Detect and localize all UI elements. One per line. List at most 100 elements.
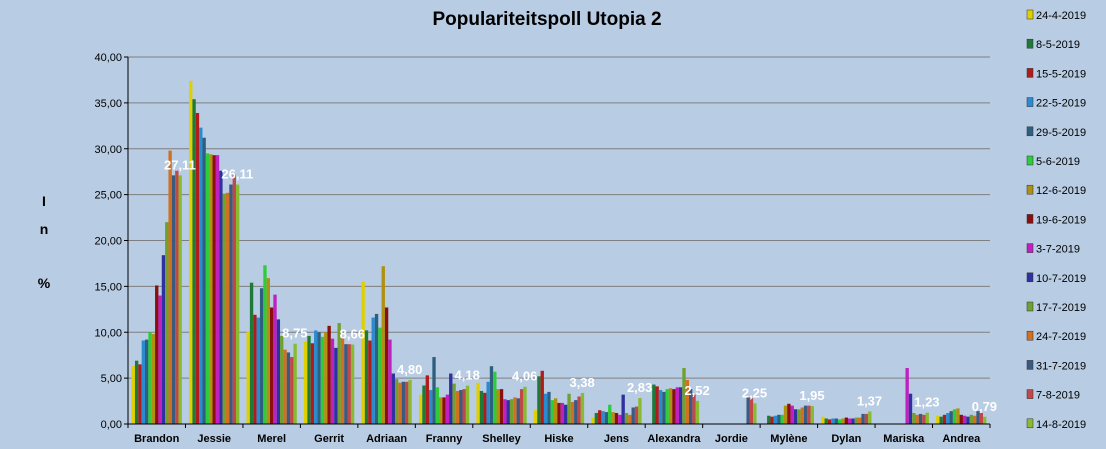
bar <box>972 415 977 424</box>
bar <box>621 394 625 424</box>
data-label: 2,52 <box>684 383 709 398</box>
bar <box>189 80 193 425</box>
bar <box>611 412 615 424</box>
bar <box>783 405 788 424</box>
bar <box>273 294 277 424</box>
x-tick-label: Mariska <box>883 433 925 445</box>
bar <box>499 389 504 424</box>
bar <box>269 307 274 424</box>
legend-label: 14-8-2019 <box>1036 419 1086 431</box>
bar <box>868 411 872 424</box>
bar <box>212 155 216 425</box>
x-tick-label: Gerrit <box>314 433 344 445</box>
bar <box>956 408 960 424</box>
bar <box>543 393 548 424</box>
legend-swatch <box>1026 214 1034 224</box>
data-label: 1,37 <box>857 393 882 408</box>
bar <box>557 402 561 424</box>
bar <box>773 415 778 424</box>
legend-swatch <box>1026 155 1034 166</box>
x-tick-label: Jens <box>604 433 629 445</box>
bar <box>314 330 318 424</box>
bar <box>350 344 355 424</box>
bar <box>340 337 345 424</box>
bar <box>219 170 223 424</box>
bar <box>259 288 264 424</box>
bar <box>155 285 159 424</box>
chart-title: Populariteitspoll Utopia 2 <box>432 9 661 30</box>
bar <box>425 375 429 424</box>
bar <box>145 339 149 424</box>
legend-swatch <box>1026 272 1034 283</box>
bar <box>787 403 791 424</box>
bar <box>658 390 663 424</box>
bar <box>689 389 693 424</box>
bar <box>215 155 220 425</box>
bar <box>449 373 453 424</box>
bar <box>253 314 257 424</box>
y-tick-label: 10,00 <box>94 327 122 339</box>
bar <box>148 332 152 424</box>
data-label: 2,25 <box>742 385 767 400</box>
data-label: 26,11 <box>221 167 253 182</box>
data-labels: 27,11 26,11 8,75 8,66 4,80 4,18 4,06 3,38 2,83 2,… <box>164 157 997 413</box>
legend-label: 29-5-2019 <box>1036 127 1086 139</box>
data-label: 2,83 <box>627 380 652 395</box>
bar <box>486 381 490 424</box>
y-tick-label: 35,00 <box>94 98 122 110</box>
legend-swatch <box>1026 126 1034 137</box>
bar <box>837 419 842 424</box>
x-tick-label: Merel <box>257 433 286 445</box>
bar <box>553 398 558 424</box>
x-tick-label: Brandon <box>134 433 180 445</box>
bar <box>976 411 980 424</box>
bar <box>638 398 642 424</box>
bar <box>452 383 456 424</box>
bar <box>401 381 406 424</box>
bar <box>848 418 852 424</box>
bar <box>476 382 480 424</box>
bar <box>496 389 500 424</box>
bar <box>915 414 919 424</box>
bar <box>922 414 926 424</box>
bar <box>567 393 571 424</box>
bar <box>594 412 599 424</box>
data-label: 0,79 <box>972 399 997 414</box>
bar <box>695 400 700 424</box>
bar <box>459 390 463 424</box>
bar <box>601 411 605 424</box>
bar <box>770 416 774 424</box>
legend-label: 10-7-2019 <box>1036 273 1086 285</box>
bar <box>533 410 538 424</box>
bar <box>280 335 284 424</box>
bars <box>131 80 987 425</box>
legend: 24-4-2019 8-5-2019 15-5-2019 22-5-2019 29-5-… <box>1026 9 1086 431</box>
legend-label: 22-5-2019 <box>1036 98 1086 110</box>
bar <box>394 379 399 424</box>
x-tick-label: Shelley <box>482 433 521 445</box>
x-tick-label: Dylan <box>831 433 861 445</box>
bar <box>618 414 622 424</box>
bar <box>378 327 382 424</box>
bar <box>178 175 182 424</box>
legend-swatch <box>1026 68 1034 78</box>
legend-label: 12-6-2019 <box>1036 185 1086 197</box>
bar <box>509 399 514 424</box>
bar <box>580 392 585 424</box>
bar <box>493 371 497 424</box>
bar <box>949 411 953 424</box>
bar <box>405 381 409 424</box>
bar <box>793 409 798 424</box>
bar <box>952 409 957 424</box>
bar <box>235 184 240 424</box>
bar <box>138 364 142 424</box>
bar <box>141 340 146 424</box>
bar <box>942 414 947 424</box>
bar <box>324 332 328 424</box>
legend-swatch <box>1026 97 1034 107</box>
bar <box>131 366 135 424</box>
bar <box>574 400 578 424</box>
bar <box>249 282 254 424</box>
bar <box>513 397 517 424</box>
bar <box>317 332 321 424</box>
